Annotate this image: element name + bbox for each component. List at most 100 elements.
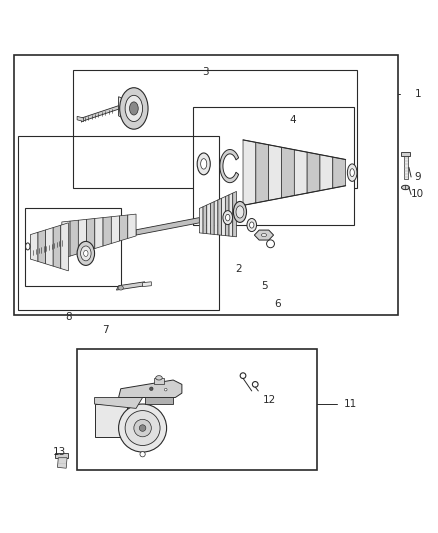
Text: 1: 1 bbox=[414, 89, 421, 99]
Ellipse shape bbox=[125, 410, 160, 446]
Polygon shape bbox=[214, 200, 218, 235]
Text: 8: 8 bbox=[65, 312, 72, 322]
Polygon shape bbox=[120, 215, 128, 241]
Bar bbox=[73, 70, 357, 188]
Polygon shape bbox=[254, 230, 274, 240]
Ellipse shape bbox=[250, 222, 254, 228]
Ellipse shape bbox=[118, 286, 124, 290]
Text: 5: 5 bbox=[261, 281, 268, 291]
Polygon shape bbox=[404, 157, 408, 179]
Ellipse shape bbox=[77, 241, 95, 265]
Polygon shape bbox=[320, 155, 333, 191]
Polygon shape bbox=[38, 230, 46, 264]
Polygon shape bbox=[46, 228, 53, 266]
Ellipse shape bbox=[240, 373, 246, 378]
Ellipse shape bbox=[252, 382, 258, 387]
Ellipse shape bbox=[236, 206, 244, 218]
Polygon shape bbox=[62, 221, 70, 259]
Ellipse shape bbox=[223, 211, 233, 224]
Text: 7: 7 bbox=[102, 325, 109, 335]
Ellipse shape bbox=[261, 233, 267, 237]
Ellipse shape bbox=[130, 102, 138, 115]
Ellipse shape bbox=[84, 251, 88, 256]
Polygon shape bbox=[95, 398, 143, 408]
Text: 6: 6 bbox=[275, 298, 281, 309]
Polygon shape bbox=[32, 240, 62, 256]
Polygon shape bbox=[61, 223, 68, 271]
Polygon shape bbox=[119, 96, 125, 119]
Polygon shape bbox=[153, 378, 164, 384]
Polygon shape bbox=[119, 380, 182, 398]
Ellipse shape bbox=[120, 88, 148, 129]
Polygon shape bbox=[30, 232, 38, 261]
Polygon shape bbox=[333, 157, 346, 188]
Polygon shape bbox=[268, 145, 282, 200]
Bar bbox=[18, 135, 219, 310]
Polygon shape bbox=[95, 217, 103, 248]
Polygon shape bbox=[222, 197, 225, 236]
Text: 3: 3 bbox=[203, 67, 209, 77]
Polygon shape bbox=[307, 152, 320, 193]
Ellipse shape bbox=[119, 404, 166, 452]
Polygon shape bbox=[199, 207, 203, 233]
Polygon shape bbox=[282, 147, 294, 198]
Text: 10: 10 bbox=[411, 189, 424, 199]
Ellipse shape bbox=[267, 240, 275, 248]
Ellipse shape bbox=[134, 419, 151, 437]
Polygon shape bbox=[243, 140, 256, 205]
Polygon shape bbox=[53, 225, 61, 269]
Ellipse shape bbox=[150, 387, 153, 391]
Polygon shape bbox=[256, 142, 268, 203]
Text: 9: 9 bbox=[414, 172, 421, 182]
Text: 2: 2 bbox=[235, 264, 242, 273]
Ellipse shape bbox=[164, 389, 167, 391]
Polygon shape bbox=[220, 149, 239, 183]
Polygon shape bbox=[111, 216, 120, 244]
Bar bbox=[14, 55, 398, 314]
Polygon shape bbox=[207, 203, 211, 234]
Ellipse shape bbox=[201, 159, 207, 169]
Polygon shape bbox=[103, 217, 111, 246]
Polygon shape bbox=[77, 116, 84, 122]
Polygon shape bbox=[81, 105, 121, 122]
Polygon shape bbox=[95, 404, 127, 437]
Polygon shape bbox=[203, 205, 207, 233]
Polygon shape bbox=[229, 193, 233, 237]
Ellipse shape bbox=[347, 164, 357, 181]
Polygon shape bbox=[143, 282, 151, 287]
Bar bbox=[77, 350, 317, 470]
Ellipse shape bbox=[197, 153, 210, 175]
Polygon shape bbox=[401, 152, 410, 157]
Ellipse shape bbox=[350, 169, 354, 176]
Ellipse shape bbox=[139, 425, 146, 431]
Ellipse shape bbox=[81, 246, 91, 261]
Text: 4: 4 bbox=[290, 115, 297, 125]
Bar bbox=[25, 207, 121, 286]
Ellipse shape bbox=[247, 219, 257, 231]
Polygon shape bbox=[294, 150, 307, 196]
Polygon shape bbox=[218, 198, 222, 235]
Ellipse shape bbox=[226, 214, 230, 221]
Text: 12: 12 bbox=[263, 394, 276, 405]
Polygon shape bbox=[136, 217, 199, 235]
Ellipse shape bbox=[25, 243, 30, 250]
Ellipse shape bbox=[155, 376, 162, 380]
Ellipse shape bbox=[125, 95, 143, 122]
Ellipse shape bbox=[233, 201, 247, 222]
Polygon shape bbox=[55, 454, 68, 458]
Polygon shape bbox=[117, 282, 145, 290]
Text: 13: 13 bbox=[53, 447, 66, 457]
Text: 11: 11 bbox=[343, 399, 357, 409]
Polygon shape bbox=[233, 191, 237, 237]
Polygon shape bbox=[78, 220, 87, 254]
Polygon shape bbox=[57, 458, 67, 468]
Polygon shape bbox=[211, 201, 214, 235]
Polygon shape bbox=[128, 214, 136, 238]
Ellipse shape bbox=[402, 185, 410, 190]
Polygon shape bbox=[87, 219, 95, 251]
Polygon shape bbox=[225, 195, 229, 236]
Ellipse shape bbox=[140, 451, 145, 457]
Polygon shape bbox=[70, 220, 78, 256]
Polygon shape bbox=[145, 398, 173, 404]
Bar bbox=[193, 107, 354, 225]
